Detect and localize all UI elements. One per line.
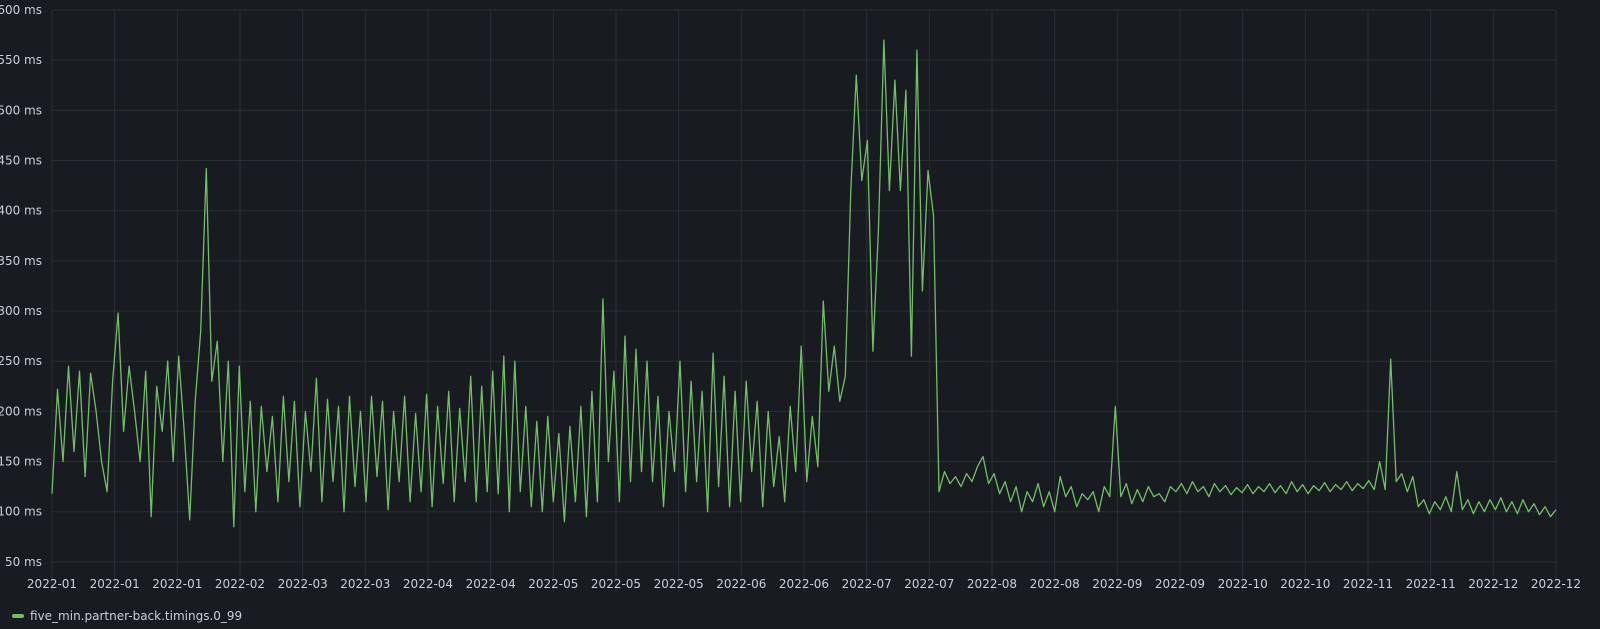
y-axis: 50 ms 100 ms 150 ms 200 ms 250 ms 300 ms 350 m… [0, 3, 42, 569]
x-tick-label: 2022-01 [90, 577, 140, 591]
x-tick-label: 2022-11 [1343, 577, 1393, 591]
legend-label[interactable]: five_min.partner-back.timings.0_99 [30, 609, 243, 623]
legend-swatch [12, 614, 24, 618]
y-tick-label: 50 ms [5, 555, 42, 569]
x-tick-label: 2022-10 [1280, 577, 1330, 591]
x-tick-label: 2022-10 [1218, 577, 1268, 591]
grid [51, 9, 1557, 592]
series-line[interactable] [51, 39, 1557, 528]
y-tick-label: 100 ms [0, 505, 42, 519]
x-tick-label: 2022-08 [1030, 577, 1080, 591]
y-tick-label: 350 ms [0, 254, 42, 268]
x-tick-label: 2022-05 [654, 577, 704, 591]
y-tick-label: 300 ms [0, 304, 42, 318]
x-tick-label: 2022-09 [1092, 577, 1142, 591]
x-axis: 2022-01 2022-01 2022-01 2022-02 2022-03 2022-… [27, 577, 1581, 591]
y-tick-label: 150 ms [0, 455, 42, 469]
y-tick-label: 500 ms [0, 103, 42, 117]
x-tick-label: 2022-11 [1406, 577, 1456, 591]
x-tick-label: 2022-05 [528, 577, 578, 591]
x-tick-label: 2022-04 [466, 577, 516, 591]
x-tick-label: 2022-12 [1468, 577, 1518, 591]
x-tick-label: 2022-08 [967, 577, 1017, 591]
legend[interactable]: five_min.partner-back.timings.0_99 [12, 609, 242, 623]
x-tick-label: 2022-07 [904, 577, 954, 591]
x-tick-label: 2022-12 [1531, 577, 1581, 591]
series-layer [51, 39, 1557, 528]
y-tick-label: 450 ms [0, 154, 42, 168]
x-tick-label: 2022-09 [1155, 577, 1205, 591]
y-tick-label: 550 ms [0, 53, 42, 67]
y-tick-label: 400 ms [0, 204, 42, 218]
x-tick-label: 2022-03 [278, 577, 328, 591]
x-tick-label: 2022-04 [403, 577, 453, 591]
x-tick-label: 2022-06 [779, 577, 829, 591]
x-tick-label: 2022-01 [152, 577, 202, 591]
y-tick-label: 250 ms [0, 354, 42, 368]
x-tick-label: 2022-05 [591, 577, 641, 591]
x-tick-label: 2022-06 [716, 577, 766, 591]
x-tick-label: 2022-01 [27, 577, 77, 591]
y-tick-label: 600 ms [0, 3, 42, 17]
y-tick-label: 200 ms [0, 404, 42, 418]
x-tick-label: 2022-07 [842, 577, 892, 591]
timeseries-chart: 50 ms 100 ms 150 ms 200 ms 250 ms 300 ms 350 m… [0, 3, 1581, 592]
x-tick-label: 2022-03 [340, 577, 390, 591]
x-tick-label: 2022-02 [215, 577, 265, 591]
